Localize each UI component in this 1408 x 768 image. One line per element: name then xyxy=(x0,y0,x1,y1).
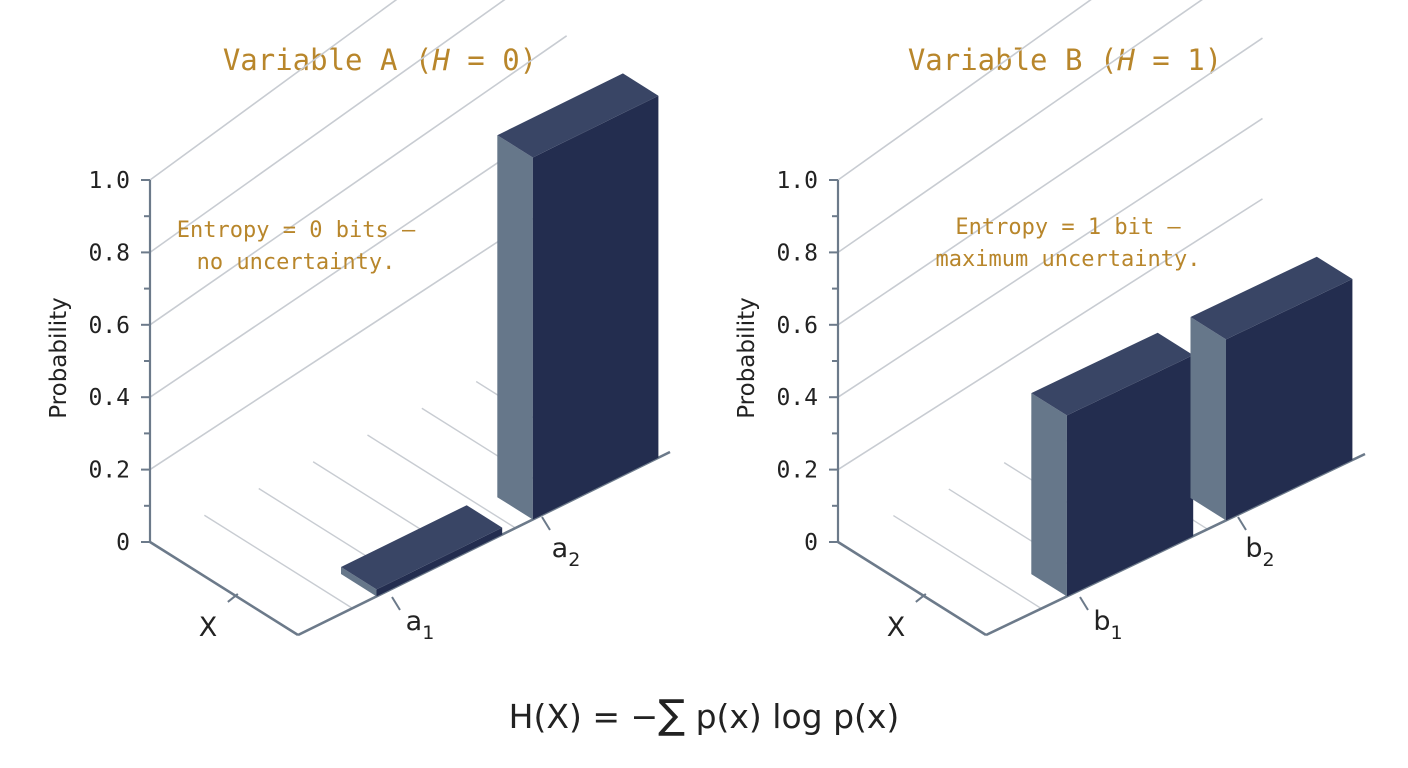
back-wall-gridlines xyxy=(149,0,568,471)
wall-gridline xyxy=(837,0,1203,254)
depth-axis-line xyxy=(837,540,987,637)
chart-title: Variable B (H = 1) xyxy=(908,43,1222,77)
wall-gridline xyxy=(149,0,506,254)
wall-gridline xyxy=(837,117,1263,398)
category-subscript: 2 xyxy=(1263,549,1275,571)
y-tick-label: 0 xyxy=(116,530,130,556)
chart-variable-a: Variable A (H = 0) 0 0.2 0.4 0.6 0.8 1.0 Prob… xyxy=(46,0,671,644)
title-part: H xyxy=(431,43,450,77)
x-axis-label: X xyxy=(199,612,218,643)
y-tick-label: 0.8 xyxy=(776,240,818,266)
bar-front-face xyxy=(1190,317,1226,521)
category-label: a2 xyxy=(552,533,581,571)
y-tick-label: 1.0 xyxy=(88,168,130,194)
bar-side-face xyxy=(376,527,503,597)
y-tick-label: 0.4 xyxy=(88,385,130,411)
bars xyxy=(1031,256,1353,597)
y-tick-labels: 0 0.2 0.4 0.6 0.8 1.0 xyxy=(88,168,130,556)
formula-part: p(x) log p(x) xyxy=(685,697,899,736)
bar-b2 xyxy=(1190,256,1353,521)
y-tick-label: 0.4 xyxy=(776,385,818,411)
depth-axis-line xyxy=(149,540,299,637)
x-tick-mark xyxy=(391,596,401,611)
y-tick-label: 1.0 xyxy=(776,168,818,194)
bar-side-face xyxy=(1226,279,1353,521)
bar-top-face xyxy=(1031,332,1194,416)
category-label: b1 xyxy=(1093,606,1122,644)
floor-gridline xyxy=(367,434,516,529)
y-axis-label: Probability xyxy=(734,297,760,419)
annotation-line-1: Entropy = 1 bit — xyxy=(955,215,1181,240)
wall-gridline xyxy=(149,115,568,398)
x-tick-mark xyxy=(541,516,551,531)
category-subscript: 1 xyxy=(422,622,434,644)
bar-b1 xyxy=(1031,332,1194,597)
wall-gridline xyxy=(837,0,1092,181)
entropy-formula: H(X) = −∑ p(x) log p(x) xyxy=(509,692,900,738)
category-base: a xyxy=(552,533,569,564)
title-part: = 0) xyxy=(450,43,537,77)
bar-front-face xyxy=(341,567,377,597)
category-subscript: 2 xyxy=(568,549,580,571)
annotation-line-2: no uncertainty. xyxy=(197,250,396,275)
formula-part: H(X) = − xyxy=(509,697,658,736)
bar-top-face xyxy=(1190,256,1353,340)
title-part: Variable B ( xyxy=(908,43,1118,77)
floor-gridline xyxy=(893,514,1042,610)
chart-variable-b: Variable B (H = 1) 0 0.2 0.4 0.6 0.8 1.0 Prob… xyxy=(734,0,1366,644)
bar-side-face xyxy=(532,95,659,520)
y-tick-labels: 0 0.2 0.4 0.6 0.8 1.0 xyxy=(776,168,818,556)
category-subscript: 1 xyxy=(1111,622,1123,644)
back-wall-gridlines xyxy=(837,0,1263,471)
category-base: b xyxy=(1093,606,1110,637)
category-label: a1 xyxy=(406,606,435,644)
y-tick-label: 0 xyxy=(804,530,818,556)
bar-a2 xyxy=(497,73,659,520)
bar-side-face xyxy=(1066,355,1194,597)
wall-gridline xyxy=(149,35,568,326)
bar-top-face xyxy=(497,73,659,158)
bar-front-face xyxy=(1031,393,1067,597)
floor-gridline xyxy=(203,514,353,609)
wall-gridline xyxy=(149,195,568,471)
x-tick-mark xyxy=(1079,596,1089,611)
chart-title: Variable A (H = 0) xyxy=(223,43,537,77)
entropy-annotation: Entropy = 0 bits — no uncertainty. xyxy=(177,218,416,275)
bar-front-face xyxy=(497,135,533,520)
category-base: b xyxy=(1245,533,1262,564)
y-tick-label: 0.6 xyxy=(776,313,818,339)
formula-part: ∑ xyxy=(658,692,685,738)
depth-axis-tick xyxy=(227,593,239,603)
y-tick-label: 0.2 xyxy=(776,458,818,484)
title-part: H xyxy=(1116,43,1135,77)
wall-gridline xyxy=(837,198,1263,471)
annotation-line-2: maximum uncertainty. xyxy=(936,247,1201,272)
title-part: Variable A ( xyxy=(223,43,433,77)
category-label: b2 xyxy=(1245,533,1274,571)
wall-gridline xyxy=(837,37,1263,326)
bars xyxy=(341,73,659,597)
y-tick-label: 0.2 xyxy=(88,458,130,484)
annotation-line-1: Entropy = 0 bits — xyxy=(177,218,416,243)
entropy-annotation: Entropy = 1 bit — maximum uncertainty. xyxy=(936,215,1201,272)
title-part: = 1) xyxy=(1135,43,1222,77)
x-tick-mark xyxy=(1237,516,1247,531)
depth-axis-tick xyxy=(915,593,927,603)
x-axis-label: X xyxy=(887,612,906,643)
y-tick-label: 0.6 xyxy=(88,313,130,339)
category-base: a xyxy=(406,606,423,637)
y-tick-label: 0.8 xyxy=(88,240,130,266)
y-axis-label: Probability xyxy=(46,297,72,419)
bar-top-face xyxy=(341,505,503,590)
bar-a1 xyxy=(341,505,503,597)
wall-gridline xyxy=(149,0,398,181)
